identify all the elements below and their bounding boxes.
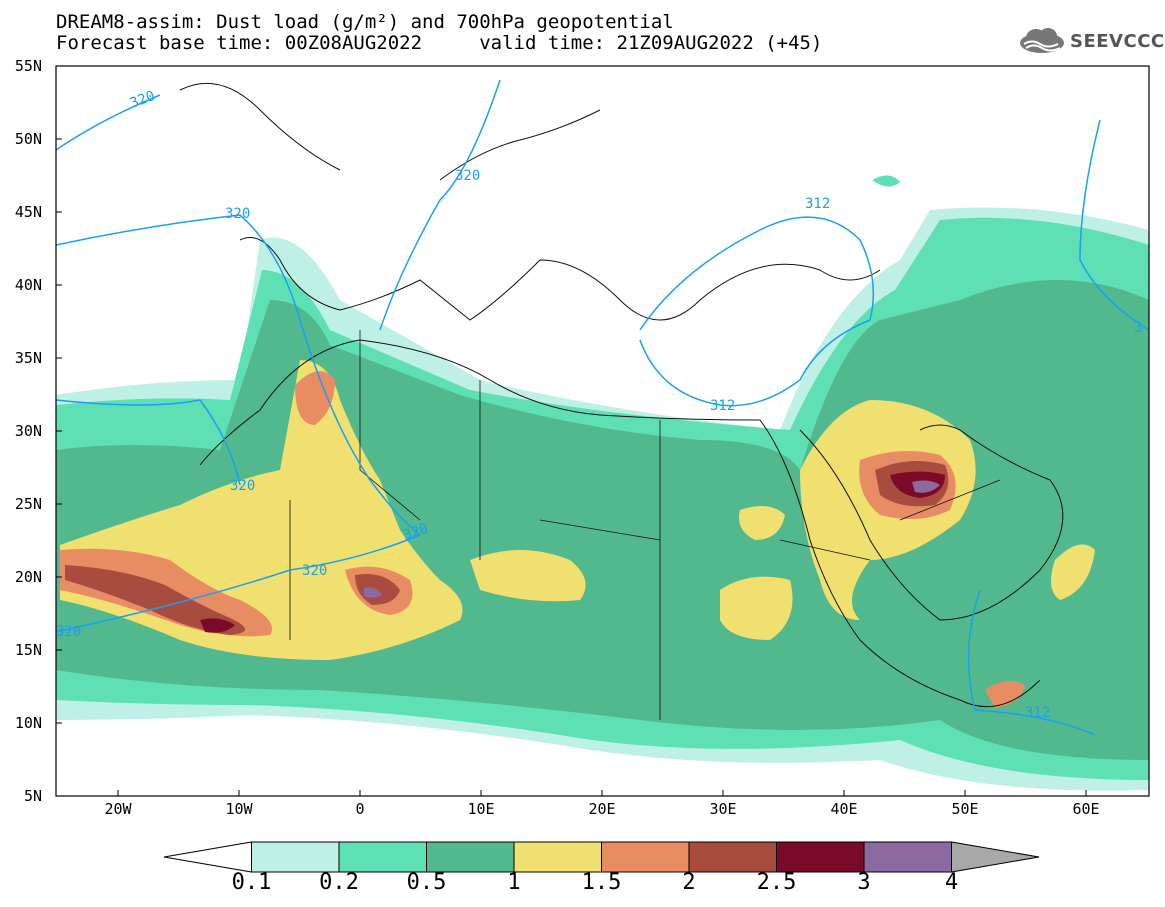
- contour-312-south: [967, 119, 1149, 736]
- coastline-europe: [179, 82, 881, 321]
- colorbar-label: 0.2: [319, 870, 359, 895]
- colorbar-swatch: [863, 841, 952, 873]
- lon-label: 10W: [225, 800, 253, 818]
- lat-label: 35N: [14, 349, 42, 367]
- colorbar: [163, 841, 1040, 873]
- colorbar-swatch: [776, 841, 865, 873]
- colorbar-label: 4: [944, 870, 959, 895]
- lat-label: 30N: [14, 422, 42, 440]
- contour-320-alps: [379, 79, 501, 331]
- contour-label: 320: [401, 521, 430, 544]
- colorbar-label: 0.5: [406, 870, 447, 895]
- lat-label: 40N: [14, 276, 42, 294]
- dust-band-25-b: [200, 618, 235, 633]
- contour-320-west: [56, 399, 241, 486]
- contour-label: 320: [302, 563, 327, 579]
- contour-312-east: [639, 216, 875, 407]
- contour-label: 312: [1025, 705, 1050, 721]
- contour-label: 3: [1134, 320, 1142, 336]
- contour-label: 312: [805, 196, 830, 212]
- colorbar-label: 2: [682, 870, 696, 895]
- coastline-arabia: [799, 424, 1064, 621]
- dust-band-3: [912, 480, 940, 493]
- dust-band-1-oman: [1051, 544, 1095, 600]
- seevccc-logo: SEEVCCC: [1018, 26, 1165, 56]
- dust-band-15-b: [295, 371, 335, 425]
- contour-320-north: [56, 94, 161, 151]
- lon-label: 20E: [588, 800, 616, 818]
- colorbar-swatch: [251, 841, 340, 873]
- colorbar-swatch: [601, 841, 690, 873]
- lat-label: 55N: [14, 57, 42, 75]
- lat-label: 20N: [14, 568, 42, 586]
- logo-text: SEEVCCC: [1070, 30, 1165, 52]
- lat-label: 25N: [14, 495, 42, 513]
- dust-band-2-mali: [355, 574, 400, 605]
- colorbar-swatch: [688, 841, 777, 873]
- dust-field: [56, 79, 1149, 791]
- dust-band-1-sudan: [720, 576, 793, 640]
- lat-label: 45N: [14, 203, 42, 221]
- coastline-africa: [199, 339, 1041, 708]
- map-title: DREAM8-assim: Dust load (g/m²) and 700hP…: [56, 11, 674, 33]
- lon-label: 30E: [709, 800, 737, 818]
- dust-band-1-chad: [470, 550, 586, 602]
- lon-label: 60E: [1072, 800, 1100, 818]
- contour-label: 320: [128, 88, 157, 112]
- colorbar-label: 0.1: [231, 870, 272, 895]
- contour-320-mid: [56, 214, 421, 633]
- contour-label: 312: [710, 398, 735, 414]
- colorbar-label: 2.5: [756, 870, 797, 895]
- contour-label: 320: [230, 478, 255, 494]
- colorbar-swatch: [426, 841, 515, 873]
- lat-label: 5N: [23, 787, 42, 805]
- colorbar-min-arrow: [163, 841, 252, 873]
- colorbar-max-arrow: [951, 841, 1040, 873]
- lon-label: 0: [355, 800, 365, 818]
- lat-label: 10N: [14, 714, 42, 732]
- dust-band-1-libya: [739, 506, 785, 540]
- colorbar-label: 1.5: [581, 870, 622, 895]
- colorbar-label: 3: [857, 870, 871, 895]
- colorbar-swatch: [338, 841, 427, 873]
- dust-band-3-b: [364, 587, 382, 598]
- contour-label: 320: [225, 206, 250, 222]
- cloud-icon: [1020, 28, 1064, 53]
- lon-label: 10E: [467, 800, 495, 818]
- dust-band-15-yemen: [985, 681, 1025, 708]
- lon-label: 50E: [951, 800, 979, 818]
- colorbar-swatch: [513, 841, 602, 873]
- dust-band-2: [65, 565, 245, 635]
- forecast-time-line: Forecast base time: 00Z08AUG2022 valid t…: [56, 32, 823, 54]
- lon-label: 40E: [830, 800, 858, 818]
- lat-label: 50N: [14, 130, 42, 148]
- contour-label: 320: [56, 624, 81, 640]
- contour-label: 320: [455, 168, 480, 184]
- lon-label: 20W: [104, 800, 132, 818]
- dust-patch-north: [872, 175, 900, 187]
- colorbar-label: 1: [507, 870, 521, 895]
- lat-label: 15N: [14, 641, 42, 659]
